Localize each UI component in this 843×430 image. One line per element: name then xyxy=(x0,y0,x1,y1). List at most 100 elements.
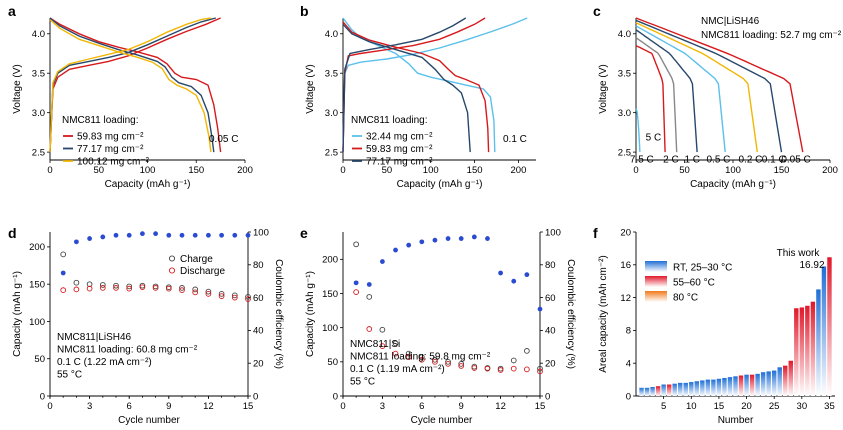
condition-note: 0.1 C (1.19 mA cm⁻²) xyxy=(350,364,445,375)
ce-point xyxy=(74,239,79,245)
y-tick-label: 2.5 xyxy=(325,147,338,158)
x-tick-label: 150 xyxy=(188,165,204,176)
ce-point xyxy=(126,232,132,238)
legend-swatch xyxy=(645,276,667,287)
bar xyxy=(655,386,661,396)
rate-label: 2 C xyxy=(663,154,679,165)
rate-curve xyxy=(635,19,783,153)
y2-tick-label: 20 xyxy=(253,359,264,370)
y2-axis-title: Coulombic efficiency (%) xyxy=(565,259,576,369)
legend-swatch xyxy=(645,261,667,272)
discharge-point xyxy=(418,356,425,363)
x-tick-label: 0 xyxy=(633,165,638,176)
x-tick-label: 9 xyxy=(459,401,464,412)
rate-curve xyxy=(635,37,678,153)
rate-curve xyxy=(635,44,666,153)
bar xyxy=(700,380,705,396)
y-tick-label: 2.5 xyxy=(32,147,45,158)
legend-item-label: 77.17 mg cm⁻² xyxy=(366,157,433,168)
y-axis-title: Voltage (V) xyxy=(305,64,316,113)
panel-label-f: f xyxy=(593,225,598,241)
ce-point xyxy=(511,278,517,284)
y-tick-label: 4.0 xyxy=(618,29,631,40)
condition-note: NMC811|LiSH46 xyxy=(57,332,132,343)
bar xyxy=(661,384,666,396)
bar xyxy=(760,372,766,396)
condition-note: 55 °C xyxy=(57,370,82,381)
x-tick-label: 100 xyxy=(140,165,156,176)
charge-curve xyxy=(342,17,467,153)
x-tick-label: 200 xyxy=(511,165,527,176)
rate-annotation: 0.1 C xyxy=(503,134,527,145)
y-tick-label: 50 xyxy=(34,354,45,365)
panel-label-e: e xyxy=(300,225,308,241)
y-tick-label: 4.0 xyxy=(32,29,45,40)
discharge-curve xyxy=(342,21,490,153)
x-tick-label: 6 xyxy=(127,401,132,412)
charge-point xyxy=(458,361,465,367)
ce-point xyxy=(232,232,238,238)
ce-point xyxy=(60,270,66,276)
x-tick-label: 20 xyxy=(741,401,752,412)
x-tick-label: 10 xyxy=(686,401,697,412)
discharge-point xyxy=(245,296,251,302)
ce-point xyxy=(219,232,225,238)
y-tick-label: 4.0 xyxy=(325,29,338,40)
charge-point xyxy=(99,282,106,288)
y-tick-label: 100 xyxy=(29,317,45,328)
charge-point xyxy=(60,251,67,258)
x-tick-label: 50 xyxy=(679,165,690,176)
condition-note: 0.1 C (1.22 mA cm⁻²) xyxy=(57,357,152,368)
discharge-point xyxy=(405,354,412,360)
bar xyxy=(783,365,788,396)
y-tick-label: 50 xyxy=(327,357,338,368)
discharge-point xyxy=(126,285,133,292)
legend-marker xyxy=(168,267,176,274)
discharge-point xyxy=(205,291,212,297)
rate-label: 5 C xyxy=(646,132,662,143)
y2-tick-label: 100 xyxy=(253,227,269,238)
panel-b: 0 50 100 150 200 2.5 3.0 3.5 4.0 Capacity (mAh g⁻… xyxy=(305,17,536,190)
ce-point xyxy=(485,236,490,241)
y-tick-label: 16 xyxy=(620,260,631,271)
ce-point xyxy=(380,259,385,264)
bar xyxy=(816,289,821,396)
y-tick-label: 200 xyxy=(29,242,45,253)
y-tick-label: 100 xyxy=(322,323,338,334)
x-tick-label: 15 xyxy=(714,401,725,412)
y2-tick-label: 80 xyxy=(253,260,264,271)
charge-point xyxy=(218,291,225,297)
x-tick-label: 0 xyxy=(340,401,345,412)
discharge-point xyxy=(366,326,373,332)
bar xyxy=(694,381,700,396)
ce-point xyxy=(471,234,477,240)
y2-tick-label: 100 xyxy=(545,227,561,238)
discharge-point xyxy=(231,294,238,301)
rate-label: 0.2 C xyxy=(739,154,763,165)
legend-label: Discharge xyxy=(180,266,225,277)
ce-point xyxy=(353,280,359,286)
panel-c: 0 50 100 150 200 2.5 3.0 3.5 4.0 Capacity (mAh g⁻… xyxy=(598,16,842,190)
legend-marker xyxy=(168,255,176,262)
discharge-point xyxy=(179,287,185,293)
y-tick-label: 3.5 xyxy=(32,69,45,80)
x-tick-label: 3 xyxy=(380,401,385,412)
ce-point xyxy=(432,237,438,243)
y-tick-label: 200 xyxy=(322,255,338,266)
bar xyxy=(722,377,727,396)
discharge-point xyxy=(432,358,438,365)
discharge-point xyxy=(73,286,80,293)
discharge-point xyxy=(86,285,93,292)
discharge-point xyxy=(537,368,543,375)
bar xyxy=(766,371,771,396)
bar xyxy=(805,305,810,396)
discharge-point xyxy=(192,289,199,296)
legend-item-label: 59.83 mg cm⁻² xyxy=(366,144,433,155)
discharge-point xyxy=(353,289,359,295)
charge-point xyxy=(418,354,425,360)
x-tick-label: 200 xyxy=(237,165,253,176)
x-tick-label: 5 xyxy=(661,401,666,412)
bar xyxy=(744,374,749,396)
charge-curve xyxy=(49,17,221,153)
y-tick-label: 3.0 xyxy=(325,108,338,119)
